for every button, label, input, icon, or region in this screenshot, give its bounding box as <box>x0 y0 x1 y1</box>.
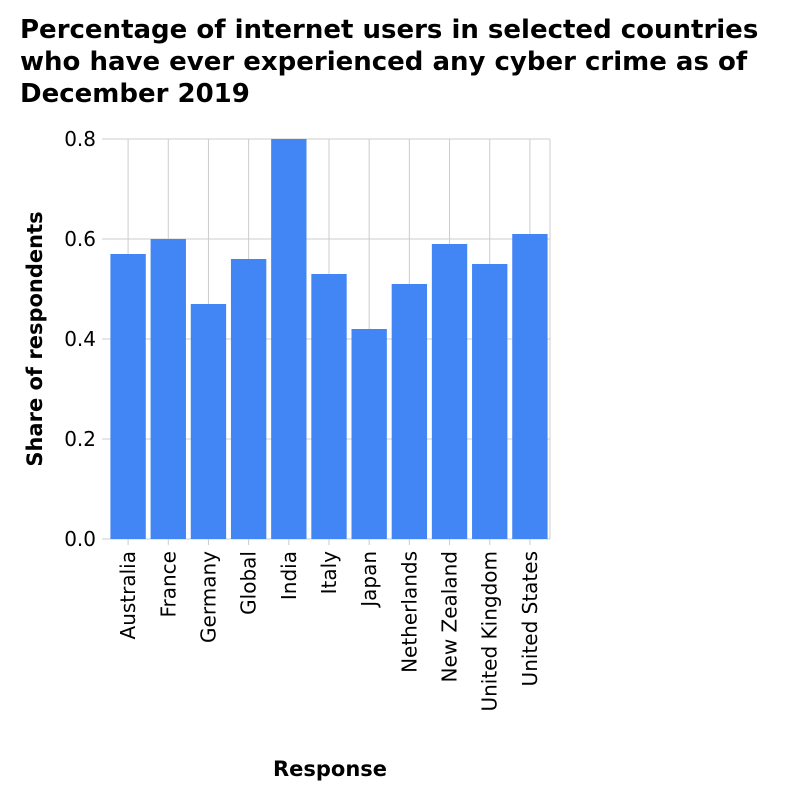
bars <box>110 139 548 539</box>
bar-united-states <box>512 234 548 539</box>
y-tick-label: 0.2 <box>64 427 96 451</box>
y-axis-label: Share of respondents <box>23 211 47 466</box>
x-tick-label: New Zealand <box>438 551 462 682</box>
x-tick-label: Global <box>237 551 261 615</box>
x-tick-label: Netherlands <box>397 551 421 673</box>
x-tick-label: United Kingdom <box>478 551 502 712</box>
bar-united-kingdom <box>472 264 508 539</box>
bar-australia <box>110 254 146 539</box>
chart-title: Percentage of internet users in selected… <box>20 15 759 109</box>
y-tick-label: 0.8 <box>64 127 96 151</box>
x-tick-label: France <box>156 551 180 618</box>
bar-india <box>271 139 307 539</box>
bar-italy <box>311 274 347 539</box>
y-tick-label: 0.0 <box>64 527 96 551</box>
x-tick-label: United States <box>518 551 542 686</box>
y-tick-label: 0.4 <box>64 327 96 351</box>
x-tick-label: India <box>277 551 301 600</box>
bar-global <box>230 259 267 539</box>
x-tick-labels: Australia France Germany Global India Italy Ja… <box>116 551 542 712</box>
x-tick-label: Japan <box>357 551 381 609</box>
bar-new-zealand <box>431 244 468 539</box>
x-tick-label: Italy <box>317 551 341 595</box>
y-tick-labels: 0.0 0.2 0.4 0.6 0.8 <box>64 127 96 551</box>
bar-france <box>150 239 186 539</box>
x-tick-label: Germany <box>196 551 220 643</box>
y-tick-label: 0.6 <box>64 227 96 251</box>
x-tick-label: Australia <box>116 551 140 639</box>
x-axis-label: Response <box>273 757 387 781</box>
bar-netherlands <box>391 284 428 539</box>
bar-japan <box>351 329 387 539</box>
bar-germany <box>190 304 227 539</box>
